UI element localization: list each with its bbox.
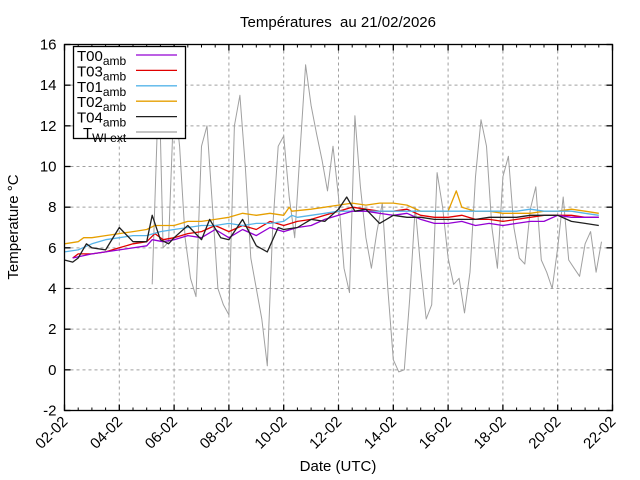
legend-name: T02 (77, 94, 103, 111)
y-tick-label: 12 (40, 118, 57, 135)
legend-entry: T02amb (77, 94, 177, 114)
legend-label: T01amb (77, 79, 127, 99)
y-tick-labels: -2 0 2 4 6 8 10 12 14 16 (40, 37, 57, 420)
legend-entry: T00amb (77, 48, 177, 68)
series-line-t02-amb (64, 190, 599, 245)
legend-entry: T04amb (77, 110, 177, 130)
legend-name: T04 (77, 110, 103, 127)
legend-subscript: amb (103, 116, 127, 130)
series-line-t04-amb (64, 196, 599, 263)
y-tick-label: 10 (40, 159, 57, 176)
x-tick-label: 12-02 (306, 413, 345, 452)
legend-subscript: WI ext (92, 131, 127, 145)
chart-title: Températures au 21/02/2026 (240, 14, 436, 31)
y-tick-label: 8 (48, 199, 56, 216)
x-tick-label: 04-02 (87, 413, 126, 452)
y-tick-label: -2 (43, 403, 56, 420)
legend-subscript: amb (103, 100, 127, 114)
legend-label: T00amb (77, 48, 127, 68)
x-tick-label: 10-02 (251, 413, 290, 452)
series-line-t-wi-ext (151, 64, 602, 373)
x-tick-label: 18-02 (471, 413, 510, 452)
x-axis-label: Date (UTC) (300, 458, 377, 475)
axis-ticks (63, 43, 614, 412)
x-tick-label: 16-02 (416, 413, 455, 452)
legend-name: T01 (77, 79, 103, 96)
y-axis-label: Temperature °C (5, 174, 22, 279)
x-tick-labels: 02-02 04-02 06-02 08-02 10-02 12-02 14-02 16-02… (32, 413, 619, 452)
y-tick-label: 14 (40, 77, 57, 94)
y-tick-label: 2 (48, 321, 56, 338)
y-tick-label: 16 (40, 37, 57, 54)
x-tick-label: 22-02 (580, 413, 619, 452)
legend-name: T03 (77, 63, 103, 80)
y-tick-label: 4 (48, 281, 56, 298)
series-line-t01-amb (64, 208, 599, 253)
legend-box (72, 45, 187, 140)
y-tick-label: 0 (48, 362, 56, 379)
y-tick-label: 6 (48, 240, 56, 257)
legend-name: T (83, 125, 92, 142)
legend-label: TWI ext (83, 125, 127, 145)
x-tick-label: 20-02 (525, 413, 564, 452)
legend-label: T03amb (77, 63, 127, 83)
x-tick-label: 06-02 (142, 413, 181, 452)
legend-entry: T03amb (77, 63, 177, 83)
series-line-t03-amb (72, 206, 599, 259)
x-tick-label: 14-02 (361, 413, 400, 452)
series-line-t00-amb (72, 210, 599, 259)
legend-name: T00 (77, 48, 103, 65)
legend-label: T04amb (77, 110, 127, 130)
series-lines (64, 64, 602, 373)
legend-subscript: amb (103, 54, 127, 68)
legend-subscript: amb (103, 69, 127, 83)
x-tick-label: 08-02 (197, 413, 236, 452)
legend-entry: T01amb (77, 79, 177, 99)
legend-subscript: amb (103, 85, 127, 99)
legend-label: T02amb (77, 94, 127, 114)
legend-entry: TWI ext (83, 125, 177, 145)
